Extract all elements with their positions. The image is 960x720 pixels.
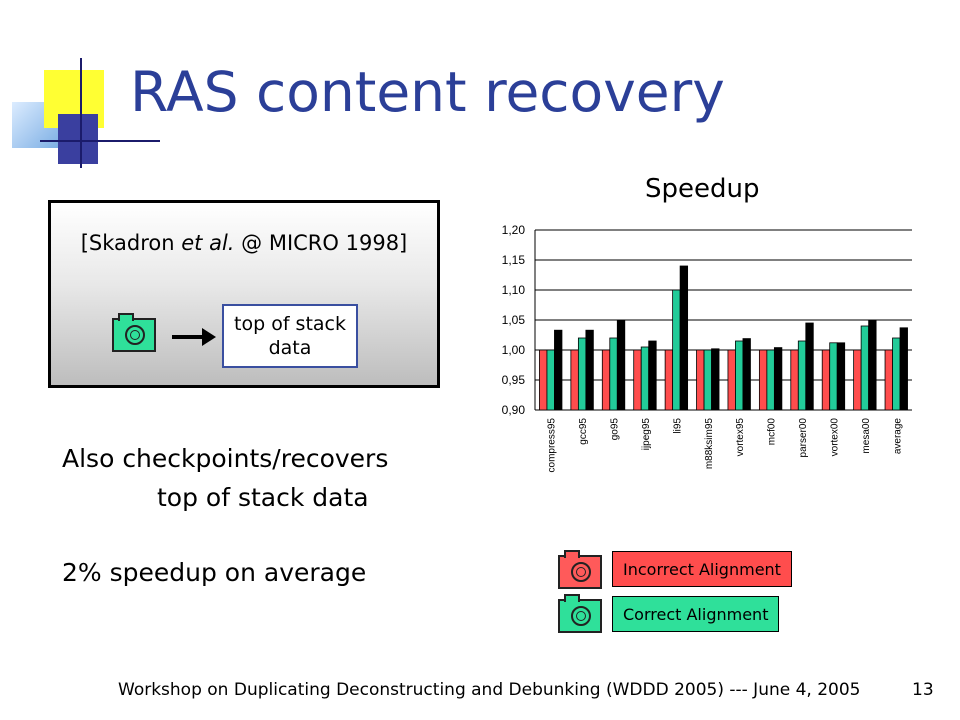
body-text-line3: 2% speedup on average bbox=[62, 558, 367, 587]
bar bbox=[577, 337, 587, 411]
bar bbox=[633, 349, 642, 411]
camera-icon-green bbox=[558, 594, 602, 633]
citation-prefix: [Skadron bbox=[80, 231, 182, 255]
x-tick-label: m88ksim95 bbox=[704, 418, 715, 470]
x-tick-label: li95 bbox=[672, 418, 683, 434]
bar bbox=[648, 340, 657, 411]
bar bbox=[703, 349, 712, 411]
chart-title: Speedup bbox=[645, 174, 760, 204]
bar bbox=[892, 337, 901, 411]
bar bbox=[853, 349, 862, 411]
y-tick-label: 1,10 bbox=[502, 283, 526, 297]
arrow-head-icon bbox=[202, 328, 216, 346]
body-text-line1: Also checkpoints/recovers bbox=[62, 444, 389, 473]
bar bbox=[640, 346, 650, 411]
bar bbox=[860, 325, 870, 411]
y-tick-label: 1,20 bbox=[502, 223, 526, 237]
bar bbox=[829, 342, 838, 411]
bar bbox=[805, 322, 814, 411]
bar bbox=[554, 329, 563, 411]
bar bbox=[585, 329, 594, 411]
bar bbox=[790, 349, 799, 411]
bar bbox=[742, 338, 751, 411]
citation-italic: et al. bbox=[181, 231, 235, 255]
bar bbox=[539, 349, 548, 411]
bar bbox=[616, 319, 626, 411]
bar bbox=[696, 349, 705, 411]
y-tick-label: 1,00 bbox=[502, 343, 526, 357]
x-tick-label: vortex00 bbox=[829, 418, 840, 457]
decorative-line-vertical bbox=[80, 58, 82, 168]
y-tick-label: 0,95 bbox=[502, 373, 526, 387]
x-tick-label: gcc95 bbox=[578, 418, 589, 445]
x-tick-label: mcf00 bbox=[767, 418, 778, 446]
legend-correct-alignment: Correct Alignment bbox=[612, 596, 780, 632]
bar bbox=[836, 342, 846, 411]
x-tick-label: average bbox=[892, 418, 903, 455]
legend-incorrect-alignment: Incorrect Alignment bbox=[612, 551, 792, 587]
bar bbox=[601, 349, 611, 411]
slide-title: RAS content recovery bbox=[130, 60, 725, 124]
stack-box-line2: data bbox=[268, 337, 312, 359]
x-tick-label: parser00 bbox=[798, 418, 809, 458]
bar bbox=[797, 340, 807, 411]
speedup-chart: 0,90 0,95 1,00 1,05 1,10 1,15 1,20 compress95 gc… bbox=[502, 223, 912, 473]
bar bbox=[758, 349, 768, 411]
decorative-line-horizontal bbox=[40, 140, 160, 142]
x-tick-label: go95 bbox=[610, 418, 621, 441]
x-tick-label: vortex95 bbox=[735, 418, 746, 457]
bar bbox=[735, 340, 744, 411]
bar bbox=[609, 337, 618, 411]
body-text-line2: top of stack data bbox=[157, 483, 369, 512]
bar bbox=[672, 289, 681, 411]
bar bbox=[868, 319, 877, 411]
bar bbox=[679, 265, 689, 411]
footer-text: Workshop on Duplicating Deconstructing a… bbox=[118, 680, 861, 700]
bar bbox=[899, 327, 908, 411]
camera-icon-red bbox=[558, 550, 602, 589]
bar bbox=[711, 348, 720, 411]
camera-icon bbox=[112, 313, 156, 352]
bar bbox=[664, 349, 674, 411]
arrow-right-icon bbox=[172, 335, 206, 339]
x-tick-label: mesa00 bbox=[861, 418, 872, 454]
bar bbox=[766, 349, 775, 411]
bar bbox=[727, 349, 736, 411]
y-tick-label: 1,15 bbox=[502, 253, 526, 267]
bar bbox=[546, 349, 555, 411]
x-tick-label: ijpeg95 bbox=[641, 418, 652, 451]
x-tick-label: compress95 bbox=[547, 418, 558, 473]
bar bbox=[570, 349, 579, 411]
bar bbox=[884, 349, 893, 411]
bar bbox=[821, 349, 831, 411]
bar bbox=[773, 347, 783, 411]
decorative-block-blue bbox=[58, 114, 98, 164]
top-of-stack-box: top of stack data bbox=[222, 304, 358, 368]
y-tick-label: 0,90 bbox=[502, 403, 526, 417]
y-tick-label: 1,05 bbox=[502, 313, 526, 327]
stack-box-line1: top of stack bbox=[234, 313, 346, 335]
citation-suffix: @ MICRO 1998] bbox=[234, 231, 408, 255]
page-number: 13 bbox=[912, 680, 934, 700]
citation-text: [Skadron et al. @ MICRO 1998] bbox=[51, 231, 437, 255]
